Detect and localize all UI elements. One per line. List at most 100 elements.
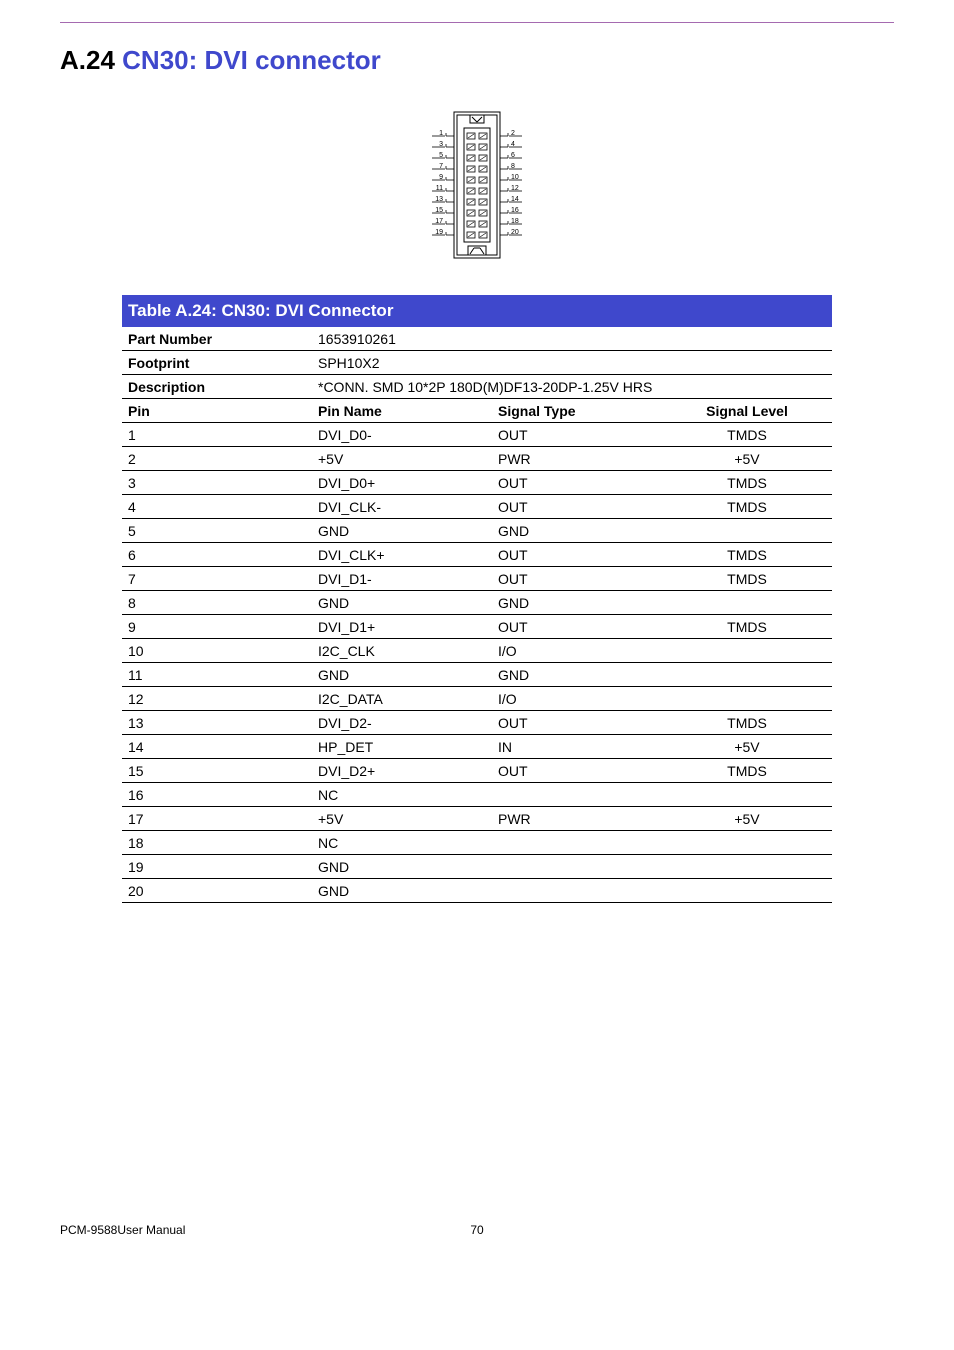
cell-pin: 8 <box>122 591 312 614</box>
cell-sigtype <box>492 879 662 902</box>
table-row: 8GNDGND <box>122 591 832 615</box>
table-row: 4DVI_CLK-OUTTMDS <box>122 495 832 519</box>
cell-pin: 10 <box>122 639 312 662</box>
table-row: 9DVI_D1+OUTTMDS <box>122 615 832 639</box>
table-row: 1DVI_D0-OUTTMDS <box>122 423 832 447</box>
cell-pinname: DVI_D2+ <box>312 759 492 782</box>
connector-right-label: 2 <box>511 130 515 137</box>
pinout-table: Table A.24: CN30: DVI Connector Part Num… <box>122 295 832 903</box>
cell-siglevel: TMDS <box>662 495 832 518</box>
cell-pinname: I2C_DATA <box>312 687 492 710</box>
col-sigtype: Signal Type <box>492 399 662 422</box>
cell-siglevel: TMDS <box>662 615 832 638</box>
cell-sigtype: OUT <box>492 759 662 782</box>
cell-siglevel: TMDS <box>662 543 832 566</box>
cell-siglevel: TMDS <box>662 471 832 494</box>
cell-sigtype: I/O <box>492 639 662 662</box>
cell-siglevel <box>662 879 832 902</box>
cell-siglevel: TMDS <box>662 711 832 734</box>
cell-siglevel <box>662 591 832 614</box>
connector-right-label: 8 <box>511 163 515 170</box>
meta-value: *CONN. SMD 10*2P 180D(M)DF13-20DP-1.25V … <box>312 375 832 398</box>
cell-sigtype: OUT <box>492 543 662 566</box>
connector-left-label: 7 <box>439 163 443 170</box>
cell-sigtype: GND <box>492 663 662 686</box>
cell-pin: 12 <box>122 687 312 710</box>
cell-pinname: DVI_D0- <box>312 423 492 446</box>
cell-siglevel <box>662 519 832 542</box>
cell-pinname: DVI_CLK+ <box>312 543 492 566</box>
cell-siglevel: +5V <box>662 735 832 758</box>
connector-left-label: 19 <box>435 229 443 236</box>
cell-pinname: +5V <box>312 807 492 830</box>
cell-pin: 18 <box>122 831 312 854</box>
cell-pin: 15 <box>122 759 312 782</box>
page-footer: PCM-9588User Manual 70 <box>0 903 954 1257</box>
cell-sigtype: IN <box>492 735 662 758</box>
col-pin: Pin <box>122 399 312 422</box>
meta-value: 1653910261 <box>312 327 832 350</box>
cell-siglevel <box>662 687 832 710</box>
section-prefix: A.24 <box>60 45 115 75</box>
cell-siglevel <box>662 663 832 686</box>
cell-pinname: GND <box>312 855 492 878</box>
cell-pin: 2 <box>122 447 312 470</box>
cell-sigtype <box>492 831 662 854</box>
connector-right-label: 18 <box>511 218 519 225</box>
connector-right-label: 14 <box>511 196 519 203</box>
table-row: 7DVI_D1-OUTTMDS <box>122 567 832 591</box>
meta-key: Footprint <box>122 351 312 374</box>
cell-pinname: GND <box>312 519 492 542</box>
cell-pinname: GND <box>312 663 492 686</box>
cell-pinname: DVI_CLK- <box>312 495 492 518</box>
cell-siglevel <box>662 855 832 878</box>
cell-pinname: GND <box>312 879 492 902</box>
connector-left-label: 5 <box>439 152 443 159</box>
table-row: 12I2C_DATAI/O <box>122 687 832 711</box>
cell-sigtype: GND <box>492 519 662 542</box>
cell-sigtype: PWR <box>492 807 662 830</box>
table-row: 14HP_DETIN+5V <box>122 735 832 759</box>
table-row: 10I2C_CLKI/O <box>122 639 832 663</box>
footer-right <box>507 1223 894 1237</box>
footer-page: 70 <box>447 1223 507 1237</box>
cell-pinname: GND <box>312 591 492 614</box>
cell-pinname: NC <box>312 831 492 854</box>
cell-siglevel: TMDS <box>662 423 832 446</box>
section-heading: A.24 CN30: DVI connector <box>60 45 894 76</box>
table-row: 3DVI_D0+OUTTMDS <box>122 471 832 495</box>
table-row: 15DVI_D2+OUTTMDS <box>122 759 832 783</box>
cell-sigtype: GND <box>492 591 662 614</box>
cell-pinname: DVI_D2- <box>312 711 492 734</box>
cell-sigtype: I/O <box>492 687 662 710</box>
page-body: A.24 CN30: DVI connector 123456789101112… <box>0 23 954 903</box>
connector-left-label: 11 <box>436 185 443 192</box>
table-row: 11GNDGND <box>122 663 832 687</box>
cell-pin: 20 <box>122 879 312 902</box>
table-title: Table A.24: CN30: DVI Connector <box>122 295 832 327</box>
connector-left-label: 17 <box>435 218 443 225</box>
table-row: 20GND <box>122 879 832 903</box>
cell-siglevel: TMDS <box>662 759 832 782</box>
table-row: 19GND <box>122 855 832 879</box>
cell-sigtype: OUT <box>492 423 662 446</box>
connector-left-label: 1 <box>439 130 443 137</box>
cell-pin: 5 <box>122 519 312 542</box>
connector-right-label: 6 <box>511 152 515 159</box>
cell-sigtype <box>492 783 662 806</box>
table-row: 2+5VPWR+5V <box>122 447 832 471</box>
cell-siglevel: +5V <box>662 807 832 830</box>
connector-right-label: 12 <box>511 185 519 192</box>
cell-pin: 6 <box>122 543 312 566</box>
cell-pin: 4 <box>122 495 312 518</box>
table-row: 16NC <box>122 783 832 807</box>
cell-sigtype: OUT <box>492 711 662 734</box>
cell-pin: 19 <box>122 855 312 878</box>
table-row: 6DVI_CLK+OUTTMDS <box>122 543 832 567</box>
cell-siglevel: TMDS <box>662 567 832 590</box>
cell-pin: 14 <box>122 735 312 758</box>
cell-pinname: DVI_D1+ <box>312 615 492 638</box>
table-row: 13DVI_D2-OUTTMDS <box>122 711 832 735</box>
connector-left-label: 13 <box>435 196 443 203</box>
table-row: 5GNDGND <box>122 519 832 543</box>
